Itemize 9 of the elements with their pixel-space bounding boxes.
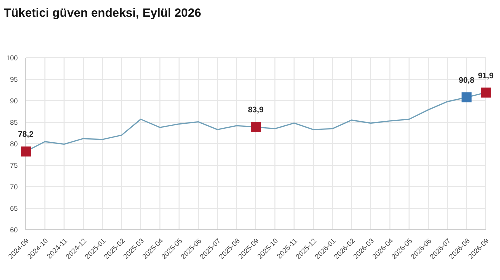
point	[251, 122, 261, 132]
data-label: 91,9	[478, 71, 494, 80]
point	[481, 88, 491, 98]
point	[462, 92, 472, 103]
data-label: 78,2	[18, 130, 34, 140]
chart-title: Tüketici güven endeksi, Eylül 2026	[4, 6, 202, 20]
data-label: 83,9	[248, 106, 264, 115]
data-label: 90,8	[459, 76, 476, 86]
point	[21, 146, 31, 157]
